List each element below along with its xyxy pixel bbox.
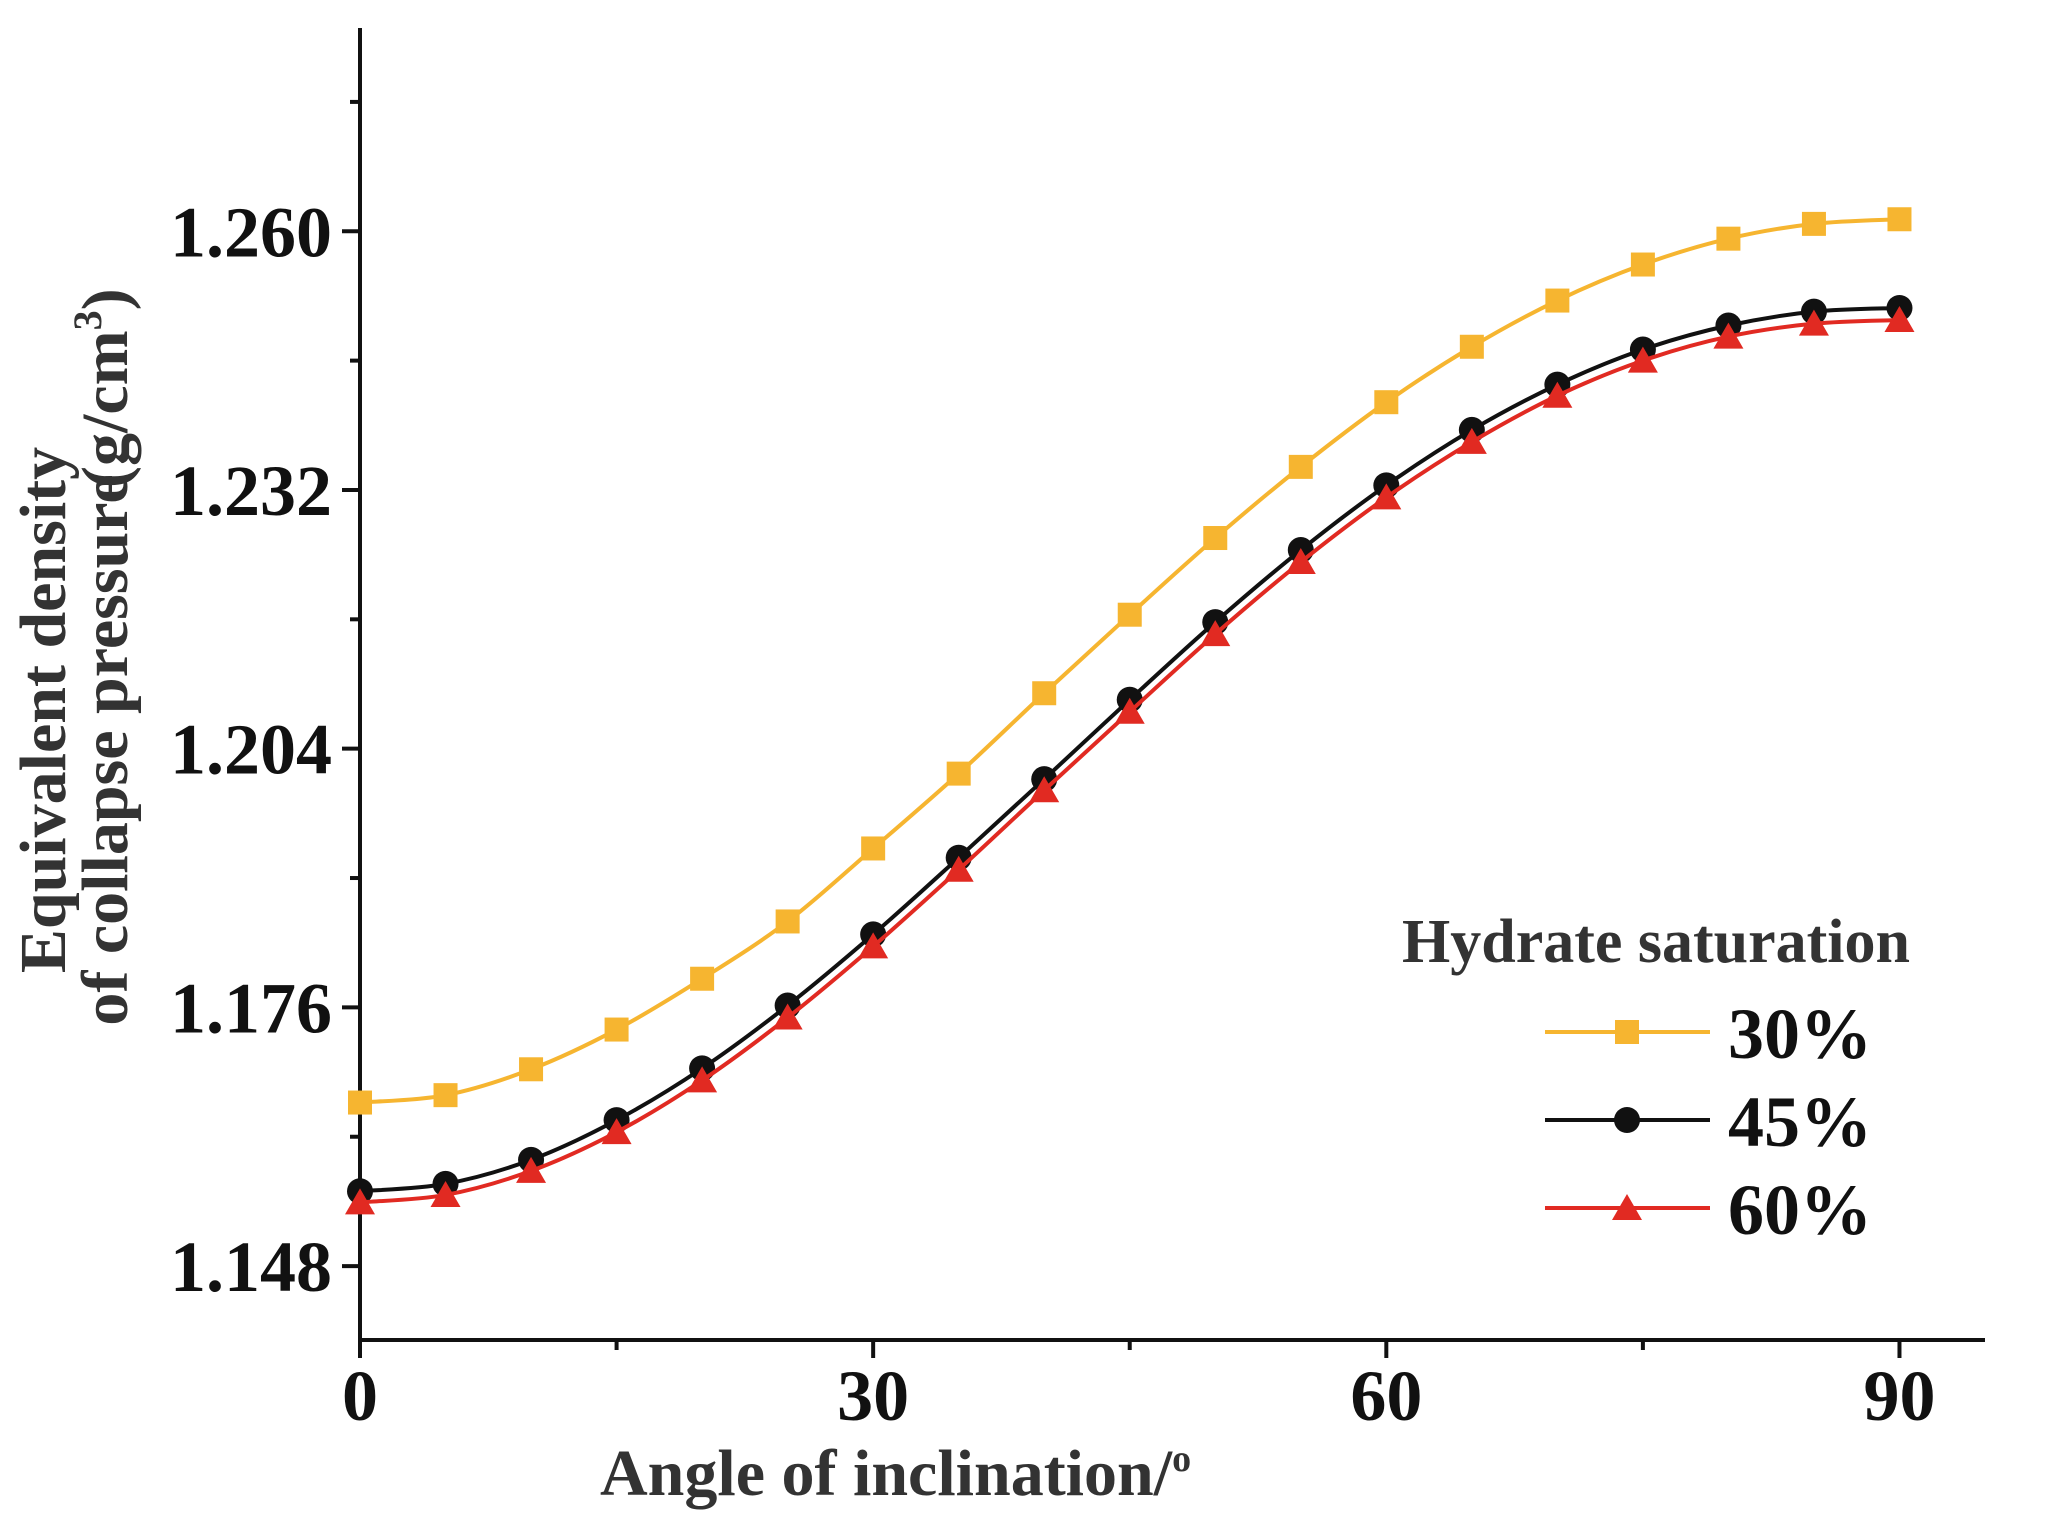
x-tick-label: 30 (837, 1356, 909, 1436)
square-marker (433, 1083, 458, 1108)
triangle-marker (516, 1156, 547, 1183)
square-marker (1117, 602, 1142, 627)
x-axis-title: Angle of inclination/o (600, 1437, 1191, 1510)
y-axis-unit-close: ) (69, 288, 142, 310)
y-tick-label: 1.260 (170, 192, 332, 272)
y-tick-label: 1.204 (170, 710, 332, 790)
legend-item: 45% (1545, 1082, 1872, 1162)
series-60-percent (345, 305, 1915, 1215)
square-marker (1630, 252, 1655, 277)
series-line (359, 305, 1900, 1194)
triangle-marker (858, 932, 889, 959)
square-marker (1374, 390, 1399, 415)
legend-item: 60% (1545, 1170, 1872, 1250)
y-axis-title-line1: Equivalent density (7, 447, 80, 973)
square-marker (1887, 207, 1912, 232)
square-marker (1716, 226, 1741, 251)
legend-label: 30% (1728, 994, 1872, 1074)
series-30-percent (348, 207, 1912, 1115)
axes: 1.148 1.176 1.204 1.232 1.260 0 30 60 90 (170, 28, 1985, 1436)
y-axis-unit-superscript: 3 (65, 310, 110, 330)
triangle-marker (1884, 305, 1915, 332)
square-marker (604, 1017, 629, 1042)
triangle-marker (943, 855, 974, 882)
legend: Hydrate saturation 30%45%60% (1402, 908, 1910, 1250)
legend-title: Hydrate saturation (1402, 908, 1910, 976)
y-axis-title-line2: of collapse pressure (69, 474, 142, 1025)
triangle-marker (687, 1066, 718, 1093)
square-marker (1288, 454, 1313, 479)
legend-label: 45% (1728, 1082, 1872, 1162)
square-marker (1615, 1020, 1639, 1044)
legend-item: 30% (1545, 994, 1872, 1074)
square-marker (775, 909, 800, 934)
square-marker (1459, 334, 1484, 359)
triangle-marker (1371, 483, 1402, 510)
triangle-marker (1612, 1194, 1642, 1220)
y-axis-unit-base: (g/cm (69, 330, 142, 488)
triangle-marker (345, 1188, 375, 1215)
plot-series (345, 207, 1915, 1215)
series-45-percent (347, 294, 1913, 1205)
square-marker (519, 1057, 544, 1082)
legend-label: 60% (1728, 1170, 1872, 1250)
y-tick-label: 1.148 (170, 1227, 332, 1307)
y-tick-label: 1.176 (170, 968, 332, 1048)
x-tick-label: 90 (1863, 1356, 1935, 1436)
y-axis-unit: (g/cm3) (65, 288, 142, 488)
y-tick-label: 1.232 (170, 451, 332, 531)
triangle-marker (430, 1180, 461, 1207)
triangle-marker (1713, 322, 1744, 349)
triangle-marker (772, 1003, 803, 1030)
square-marker (348, 1090, 372, 1115)
square-marker (1545, 288, 1570, 313)
y-axis-title: Equivalent density of collapse pressure … (7, 288, 142, 1025)
square-marker (1801, 211, 1826, 236)
triangle-marker (1798, 309, 1829, 336)
x-tick-label: 60 (1350, 1356, 1422, 1436)
series-line (359, 317, 1900, 1205)
square-marker (946, 761, 971, 786)
x-axis-title-text: Angle of inclination/ (600, 1437, 1174, 1510)
triangle-marker (1029, 776, 1060, 803)
square-marker (1203, 526, 1228, 551)
triangle-marker (1456, 427, 1487, 454)
circle-marker (1614, 1107, 1640, 1133)
triangle-marker (1285, 548, 1316, 575)
x-tick-label: 0 (342, 1356, 378, 1436)
triangle-marker (1542, 381, 1573, 408)
square-marker (1032, 681, 1057, 706)
square-marker (690, 966, 715, 991)
triangle-marker (601, 1118, 632, 1145)
triangle-marker (1114, 697, 1145, 724)
square-marker (861, 836, 886, 861)
triangle-marker (1627, 346, 1658, 373)
triangle-marker (1200, 620, 1231, 647)
x-axis-title-superscript: o (1172, 1438, 1191, 1480)
